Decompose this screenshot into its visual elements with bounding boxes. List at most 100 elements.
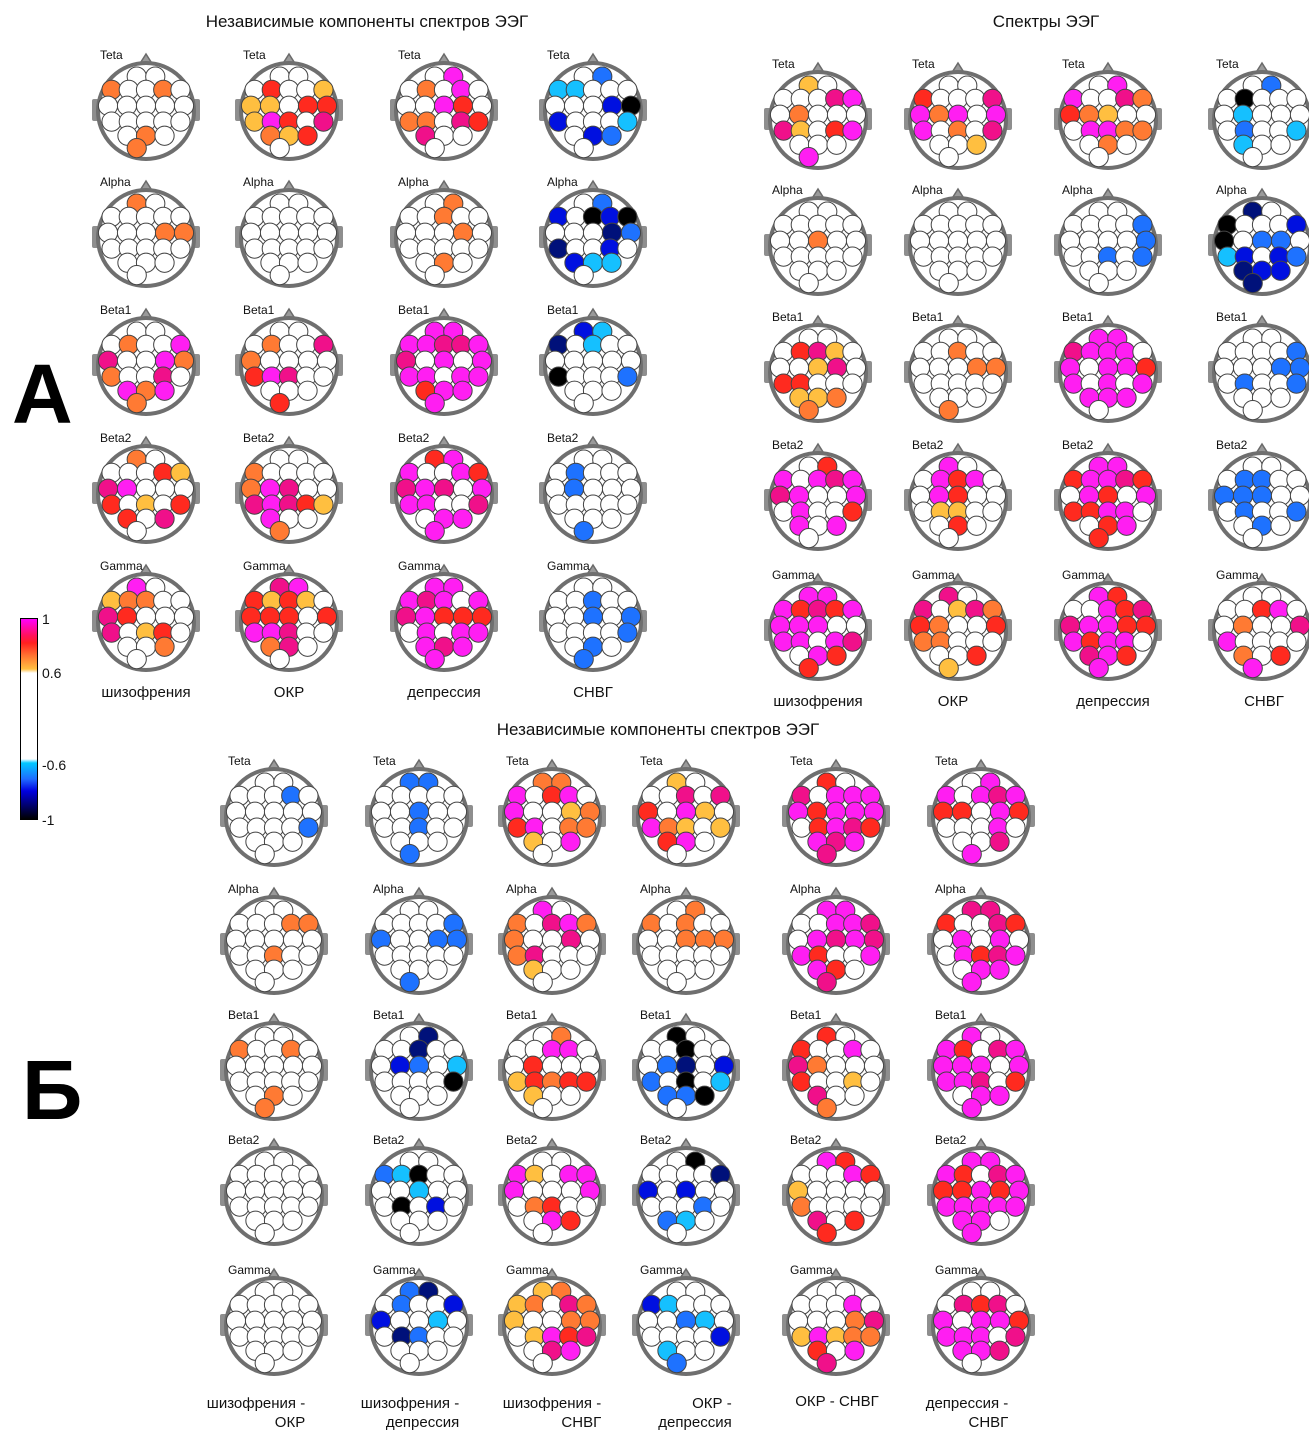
electrode bbox=[573, 648, 594, 670]
electrode bbox=[860, 945, 881, 966]
head-a-ic-3-2: Beta2 bbox=[390, 431, 498, 544]
electrode bbox=[313, 366, 334, 387]
head-b-2-5: Beta1 bbox=[927, 1008, 1035, 1121]
electrode bbox=[966, 134, 987, 155]
electrode bbox=[399, 111, 420, 132]
colorbar-tick-minus-0.6: -0.6 bbox=[42, 757, 67, 773]
head-a-sp-0-1: Teta bbox=[904, 57, 1012, 170]
head-a-ic-0-0: Teta bbox=[92, 48, 200, 161]
electrode bbox=[244, 494, 265, 515]
head-a-sp-3-3: Beta2 bbox=[1208, 438, 1309, 551]
electrode bbox=[126, 520, 147, 542]
electrode bbox=[254, 843, 275, 865]
electrode bbox=[1116, 387, 1137, 408]
electrode bbox=[913, 120, 934, 141]
band-label: Beta1 bbox=[506, 1008, 538, 1022]
electrode bbox=[1286, 501, 1307, 522]
band-label: Beta2 bbox=[1062, 438, 1094, 452]
electrode bbox=[1063, 246, 1084, 267]
band-label: Teta bbox=[790, 754, 813, 768]
electrode bbox=[560, 1340, 581, 1361]
column-label-b-2: шизофрения - СНВГ bbox=[503, 1394, 601, 1432]
electrode bbox=[399, 971, 420, 993]
electrode bbox=[842, 373, 863, 394]
electrode bbox=[532, 1352, 553, 1374]
electrode bbox=[229, 1196, 250, 1217]
electrode bbox=[666, 843, 687, 865]
electrode bbox=[1242, 527, 1263, 549]
electrode bbox=[126, 137, 147, 159]
electrode bbox=[244, 111, 265, 132]
electrode bbox=[966, 515, 987, 536]
electrode bbox=[1116, 515, 1137, 536]
band-label: Beta1 bbox=[772, 310, 804, 324]
head-a-ic-1-1: Alpha bbox=[235, 175, 343, 288]
band-label: Gamma bbox=[1062, 568, 1105, 582]
head-a-sp-0-0: Teta bbox=[764, 57, 872, 170]
band-label: Gamma bbox=[506, 1263, 549, 1277]
column-label-a-ic-2: депрессия bbox=[407, 684, 481, 701]
band-label: Alpha bbox=[935, 882, 966, 896]
title-a-ic: Независимые компоненты спектров ЭЭГ bbox=[205, 12, 529, 31]
electrode bbox=[282, 1085, 303, 1106]
electrode bbox=[1116, 260, 1137, 281]
head-a-ic-0-1: Teta bbox=[235, 48, 343, 161]
head-b-2-1: Beta1 bbox=[365, 1008, 473, 1121]
column-label-b-3: ОКР - депрессия bbox=[658, 1394, 731, 1432]
electrode bbox=[532, 843, 553, 865]
band-label: Beta2 bbox=[228, 1133, 260, 1147]
band-label: Gamma bbox=[228, 1263, 271, 1277]
electrode bbox=[576, 945, 597, 966]
head-b-4-3: Gamma bbox=[632, 1263, 740, 1376]
electrode bbox=[773, 120, 794, 141]
electrode bbox=[1270, 134, 1291, 155]
electrode bbox=[694, 959, 715, 980]
band-label: Alpha bbox=[398, 175, 429, 189]
electrode bbox=[710, 1326, 731, 1347]
band-label: Beta2 bbox=[100, 431, 132, 445]
electrode bbox=[936, 945, 957, 966]
electrode bbox=[424, 648, 445, 670]
electrode bbox=[844, 1210, 865, 1231]
head-b-4-4: Gamma bbox=[782, 1263, 890, 1376]
electrode bbox=[229, 1326, 250, 1347]
electrode bbox=[982, 501, 1003, 522]
electrode bbox=[399, 494, 420, 515]
electrode bbox=[297, 508, 318, 529]
electrode bbox=[913, 501, 934, 522]
electrode bbox=[313, 111, 334, 132]
head-a-sp-2-2: Beta1 bbox=[1054, 310, 1162, 423]
electrode bbox=[244, 366, 265, 387]
electrode bbox=[548, 494, 569, 515]
electrode bbox=[468, 366, 489, 387]
band-label: Teta bbox=[912, 57, 935, 71]
electrode bbox=[427, 1340, 448, 1361]
electrode bbox=[154, 125, 175, 146]
column-label-b-line2: СНВГ bbox=[968, 1414, 1009, 1431]
head-a-sp-4-1: Gamma bbox=[904, 568, 1012, 681]
band-label: Beta1 bbox=[547, 303, 579, 317]
head-a-sp-4-0: Gamma bbox=[764, 568, 872, 681]
electrode bbox=[1005, 1071, 1026, 1092]
band-label: Teta bbox=[1216, 57, 1239, 71]
electrode bbox=[399, 1097, 420, 1119]
electrode bbox=[791, 817, 812, 838]
column-label-b-line2: СНВГ bbox=[561, 1414, 602, 1431]
electrode bbox=[791, 1326, 812, 1347]
electrode bbox=[101, 366, 122, 387]
electrode bbox=[842, 631, 863, 652]
electrode bbox=[860, 1196, 881, 1217]
electrode bbox=[424, 392, 445, 414]
electrode bbox=[254, 971, 275, 993]
head-a-ic-2-0: Beta1 bbox=[92, 303, 200, 416]
electrode bbox=[468, 494, 489, 515]
electrode bbox=[773, 246, 794, 267]
electrode bbox=[254, 1222, 275, 1244]
electrode bbox=[798, 272, 819, 294]
electrode bbox=[1286, 631, 1307, 652]
electrode bbox=[989, 1210, 1010, 1231]
electrode bbox=[1217, 501, 1238, 522]
electrode bbox=[560, 1210, 581, 1231]
band-label: Gamma bbox=[373, 1263, 416, 1277]
electrode bbox=[548, 622, 569, 643]
